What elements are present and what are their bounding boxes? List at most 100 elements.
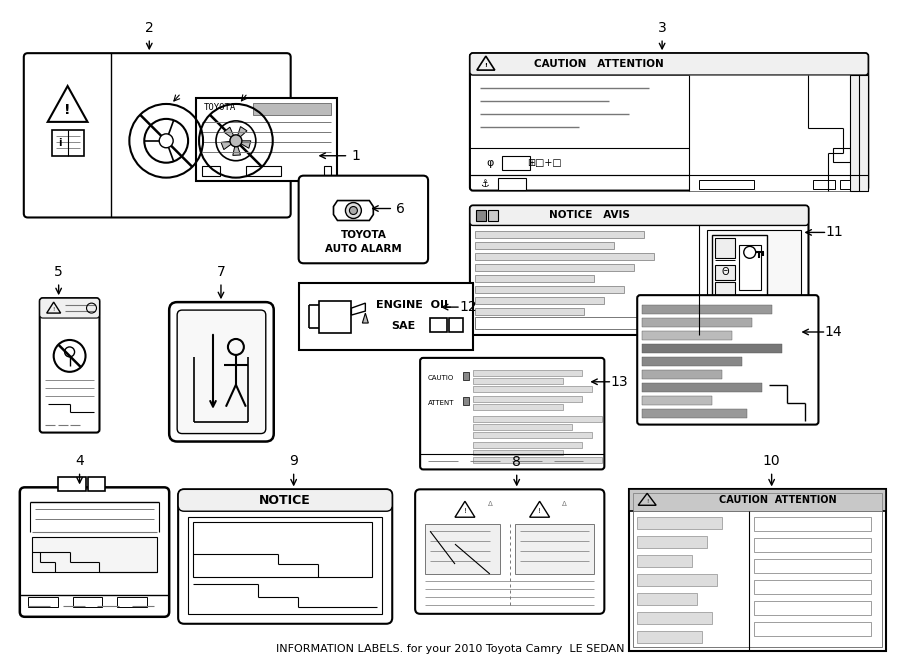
Bar: [643, 396, 712, 404]
Bar: [643, 370, 722, 379]
Bar: [188, 517, 382, 614]
FancyBboxPatch shape: [637, 295, 818, 424]
FancyBboxPatch shape: [40, 298, 100, 318]
Bar: [87, 477, 105, 491]
FancyBboxPatch shape: [177, 310, 266, 434]
Bar: [850, 75, 868, 191]
Bar: [475, 317, 800, 329]
Bar: [475, 319, 634, 326]
Bar: [515, 524, 594, 574]
Bar: [643, 357, 742, 366]
Bar: [246, 166, 281, 175]
Text: 7: 7: [217, 265, 225, 279]
Bar: [472, 404, 562, 410]
Bar: [715, 265, 734, 280]
Text: Θ: Θ: [721, 267, 729, 277]
Bar: [202, 166, 220, 175]
Bar: [753, 622, 871, 636]
Bar: [73, 597, 103, 607]
Text: CAUTION   ATTENTION: CAUTION ATTENTION: [535, 59, 664, 69]
Text: 1: 1: [351, 149, 360, 163]
Bar: [117, 597, 148, 607]
Text: ENGINE  OIL: ENGINE OIL: [375, 300, 451, 310]
Bar: [502, 156, 530, 169]
FancyBboxPatch shape: [470, 205, 808, 335]
Text: 13: 13: [610, 375, 628, 389]
Text: !: !: [52, 307, 55, 312]
Bar: [32, 537, 158, 572]
Polygon shape: [236, 141, 251, 148]
Text: 4: 4: [76, 454, 84, 469]
Bar: [715, 238, 734, 258]
Bar: [472, 378, 562, 384]
Text: ⚓: ⚓: [481, 179, 490, 189]
Bar: [28, 597, 58, 607]
Bar: [472, 416, 602, 422]
Bar: [476, 209, 486, 222]
Bar: [488, 209, 498, 222]
Bar: [498, 177, 526, 189]
Bar: [472, 432, 592, 438]
Text: 9: 9: [289, 454, 298, 469]
Circle shape: [349, 207, 357, 214]
Text: Δ: Δ: [488, 501, 492, 507]
Bar: [475, 275, 594, 282]
Bar: [51, 130, 84, 156]
Bar: [753, 538, 871, 552]
Text: NOTICE   AVIS: NOTICE AVIS: [549, 211, 630, 220]
Circle shape: [159, 134, 173, 148]
Text: !: !: [464, 508, 466, 514]
Text: !: !: [484, 63, 487, 68]
Text: ATTENT: ATTENT: [428, 400, 454, 406]
FancyBboxPatch shape: [20, 487, 169, 617]
Bar: [472, 457, 602, 463]
Polygon shape: [334, 201, 373, 220]
FancyBboxPatch shape: [470, 205, 808, 226]
Text: 2: 2: [145, 21, 154, 35]
FancyBboxPatch shape: [40, 298, 100, 432]
Bar: [689, 75, 868, 191]
Bar: [637, 536, 706, 548]
Text: 8: 8: [512, 455, 521, 469]
Bar: [425, 524, 500, 574]
Bar: [637, 612, 712, 624]
Bar: [833, 148, 855, 162]
Text: 6: 6: [396, 201, 405, 216]
Bar: [753, 517, 871, 531]
Bar: [430, 318, 447, 332]
Bar: [739, 246, 760, 290]
Bar: [299, 283, 472, 350]
Bar: [643, 318, 752, 327]
Bar: [841, 179, 850, 189]
Bar: [475, 232, 644, 238]
Text: TOYOTA: TOYOTA: [204, 103, 237, 113]
Bar: [472, 449, 562, 455]
FancyBboxPatch shape: [299, 175, 428, 263]
Text: AUTO ALARM: AUTO ALARM: [325, 244, 401, 254]
Text: 11: 11: [825, 226, 843, 240]
Text: !: !: [646, 498, 648, 504]
Bar: [712, 236, 767, 305]
Text: !: !: [65, 103, 71, 117]
FancyBboxPatch shape: [415, 489, 604, 614]
Text: 3: 3: [658, 21, 667, 35]
FancyBboxPatch shape: [169, 302, 274, 442]
FancyBboxPatch shape: [470, 53, 868, 191]
Text: Δ: Δ: [562, 501, 567, 507]
Bar: [475, 297, 604, 304]
FancyBboxPatch shape: [178, 489, 392, 511]
Text: SAE: SAE: [392, 321, 415, 331]
Text: INFORMATION LABELS. for your 2010 Toyota Camry  LE SEDAN: INFORMATION LABELS. for your 2010 Toyota…: [275, 643, 625, 653]
Bar: [449, 318, 463, 332]
Bar: [253, 103, 330, 115]
Polygon shape: [363, 313, 368, 323]
Bar: [463, 372, 469, 380]
Bar: [475, 308, 584, 315]
Bar: [753, 601, 871, 615]
Bar: [637, 574, 717, 586]
Bar: [475, 254, 654, 260]
Bar: [637, 593, 697, 605]
Bar: [634, 493, 882, 647]
Text: 12: 12: [459, 300, 477, 314]
Bar: [472, 386, 592, 392]
